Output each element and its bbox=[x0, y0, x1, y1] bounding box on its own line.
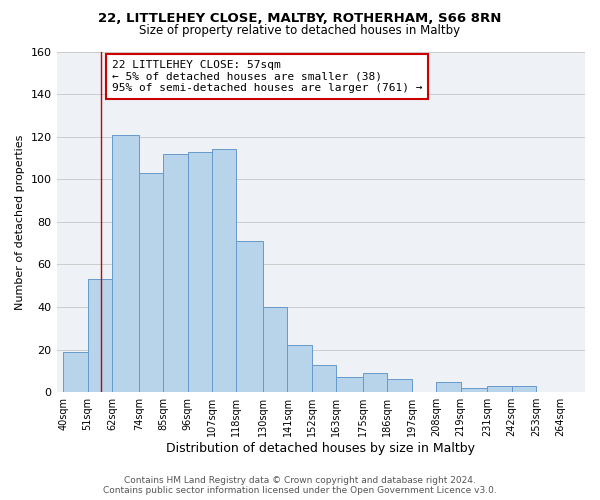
Text: 22 LITTLEHEY CLOSE: 57sqm
← 5% of detached houses are smaller (38)
95% of semi-d: 22 LITTLEHEY CLOSE: 57sqm ← 5% of detach… bbox=[112, 60, 422, 93]
Bar bbox=[163, 154, 188, 392]
Bar bbox=[312, 364, 337, 392]
Bar bbox=[436, 382, 461, 392]
Bar bbox=[188, 152, 212, 392]
Text: Contains HM Land Registry data © Crown copyright and database right 2024.
Contai: Contains HM Land Registry data © Crown c… bbox=[103, 476, 497, 495]
Text: Size of property relative to detached houses in Maltby: Size of property relative to detached ho… bbox=[139, 24, 461, 37]
Bar bbox=[287, 346, 312, 392]
Bar bbox=[263, 307, 287, 392]
Bar bbox=[236, 241, 263, 392]
Bar bbox=[337, 378, 363, 392]
Bar bbox=[88, 280, 112, 392]
Bar bbox=[512, 386, 536, 392]
X-axis label: Distribution of detached houses by size in Maltby: Distribution of detached houses by size … bbox=[166, 442, 475, 455]
Bar bbox=[363, 373, 388, 392]
Y-axis label: Number of detached properties: Number of detached properties bbox=[15, 134, 25, 310]
Bar bbox=[388, 380, 412, 392]
Bar bbox=[461, 388, 487, 392]
Bar bbox=[487, 386, 512, 392]
Bar bbox=[112, 134, 139, 392]
Text: 22, LITTLEHEY CLOSE, MALTBY, ROTHERHAM, S66 8RN: 22, LITTLEHEY CLOSE, MALTBY, ROTHERHAM, … bbox=[98, 12, 502, 26]
Bar bbox=[212, 150, 236, 392]
Bar bbox=[139, 173, 163, 392]
Bar bbox=[63, 352, 88, 392]
